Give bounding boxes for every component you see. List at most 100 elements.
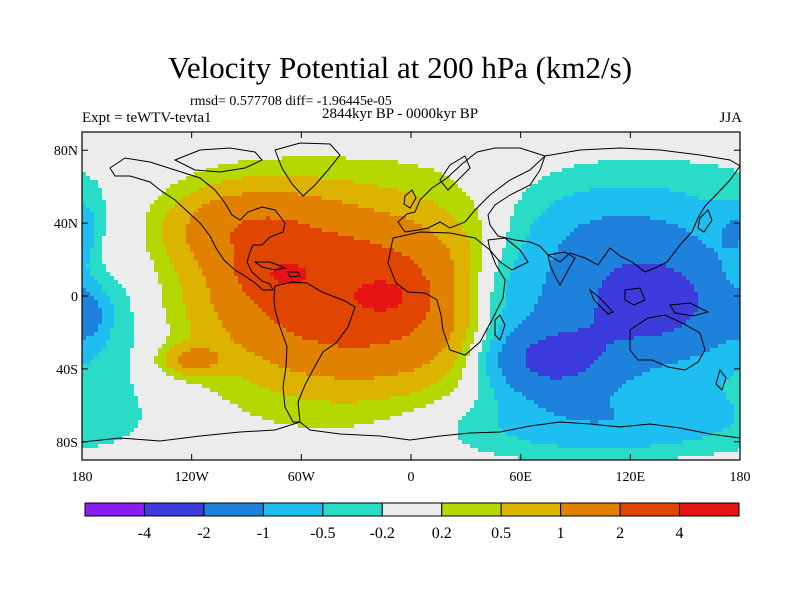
field-cell	[122, 144, 127, 149]
field-cell	[282, 244, 287, 249]
field-cell	[250, 404, 255, 409]
field-cell	[178, 392, 183, 397]
field-cell	[146, 424, 151, 429]
field-cell	[270, 140, 275, 145]
field-cell	[234, 456, 239, 460]
field-cell	[290, 260, 295, 265]
field-cell	[322, 416, 327, 421]
field-cell	[238, 324, 243, 329]
field-cell	[314, 332, 319, 337]
field-cell	[142, 264, 147, 269]
field-cell	[86, 436, 91, 441]
field-cell	[94, 284, 99, 289]
field-cell	[90, 368, 95, 373]
field-cell	[142, 256, 147, 261]
field-cell	[250, 452, 255, 457]
field-cell	[122, 200, 127, 205]
field-cell	[250, 288, 255, 293]
field-cell	[162, 204, 167, 209]
field-cell	[270, 256, 275, 261]
field-cell	[202, 428, 207, 433]
field-cell	[138, 244, 143, 249]
field-cell	[258, 256, 263, 261]
field-cell	[226, 184, 231, 189]
field-cell	[202, 288, 207, 293]
field-cell	[210, 164, 215, 169]
field-cell	[138, 440, 143, 445]
field-cell	[94, 228, 99, 233]
field-cell	[94, 384, 99, 389]
field-cell	[178, 412, 183, 417]
field-cell	[254, 436, 259, 441]
field-cell	[82, 136, 87, 141]
field-cell	[178, 452, 183, 457]
field-cell	[318, 444, 323, 449]
field-cell	[174, 152, 179, 157]
field-cell	[182, 256, 187, 261]
field-cell	[306, 324, 311, 329]
field-cell	[86, 380, 91, 385]
field-cell	[162, 260, 167, 265]
field-cell	[150, 292, 155, 297]
field-cell	[138, 204, 143, 209]
field-cell	[198, 416, 203, 421]
field-cell	[114, 148, 119, 153]
field-cell	[114, 360, 119, 365]
field-cell	[122, 292, 127, 297]
field-cell	[174, 208, 179, 213]
field-cell	[278, 240, 283, 245]
field-cell	[190, 132, 195, 137]
field-cell	[130, 272, 135, 277]
field-cell	[302, 300, 307, 305]
field-cell	[146, 168, 151, 173]
field-cell	[282, 228, 287, 233]
field-cell	[166, 212, 171, 217]
field-cell	[298, 264, 303, 269]
field-cell	[246, 280, 251, 285]
field-cell	[106, 264, 111, 269]
field-cell	[278, 228, 283, 233]
field-cell	[266, 348, 271, 353]
field-cell	[110, 416, 115, 421]
field-cell	[178, 172, 183, 177]
field-cell	[254, 432, 259, 437]
field-cell	[206, 432, 211, 437]
field-cell	[118, 340, 123, 345]
field-cell	[234, 360, 239, 365]
field-cell	[90, 408, 95, 413]
field-cell	[102, 432, 107, 437]
field-cell	[134, 320, 139, 325]
field-cell	[190, 408, 195, 413]
field-cell	[130, 332, 135, 337]
field-cell	[210, 192, 215, 197]
field-cell	[238, 220, 243, 225]
field-cell	[226, 328, 231, 333]
field-cell	[254, 280, 259, 285]
field-cell	[242, 404, 247, 409]
field-cell	[270, 368, 275, 373]
field-cell	[178, 300, 183, 305]
field-cell	[294, 336, 299, 341]
field-cell	[262, 452, 267, 457]
field-cell	[122, 352, 127, 357]
field-cell	[158, 368, 163, 373]
field-cell	[102, 192, 107, 197]
field-cell	[202, 260, 207, 265]
field-cell	[90, 416, 95, 421]
field-cell	[186, 348, 191, 353]
field-cell	[274, 340, 279, 345]
field-cell	[318, 336, 323, 341]
field-cell	[314, 188, 319, 193]
field-cell	[106, 248, 111, 253]
field-cell	[126, 284, 131, 289]
field-cell	[226, 280, 231, 285]
field-cell	[290, 224, 295, 229]
field-cell	[238, 176, 243, 181]
field-cell	[290, 308, 295, 313]
field-cell	[226, 212, 231, 217]
field-cell	[126, 260, 131, 265]
field-cell	[314, 452, 319, 457]
field-cell	[246, 156, 251, 161]
field-cell	[218, 348, 223, 353]
field-cell	[254, 408, 259, 413]
